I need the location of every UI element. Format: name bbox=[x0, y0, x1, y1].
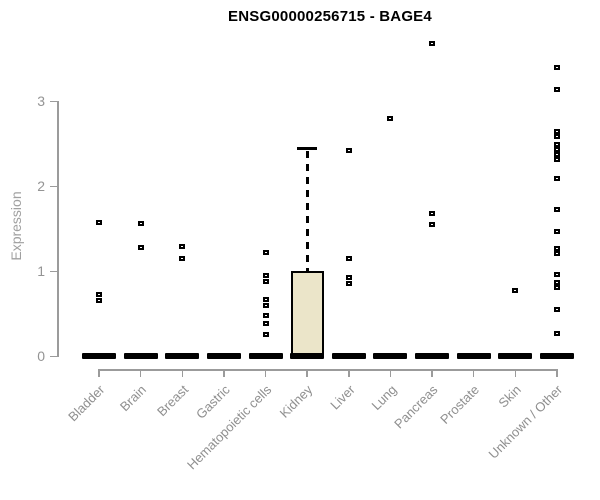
data-point bbox=[137, 244, 144, 250]
data-point bbox=[554, 229, 560, 235]
data-point bbox=[554, 141, 560, 147]
data-point bbox=[554, 279, 560, 285]
median-bar bbox=[290, 353, 325, 359]
median-bar bbox=[206, 353, 241, 359]
data-point bbox=[262, 312, 269, 318]
data-point bbox=[262, 249, 269, 255]
median-bar bbox=[456, 353, 491, 359]
data-point bbox=[262, 321, 269, 327]
data-point bbox=[554, 250, 560, 256]
boxplot-box bbox=[290, 271, 324, 356]
data-point bbox=[554, 271, 560, 277]
data-point bbox=[262, 302, 269, 308]
data-point bbox=[262, 297, 269, 303]
data-point bbox=[345, 147, 352, 153]
median-bar bbox=[248, 353, 283, 359]
whisker-line bbox=[305, 150, 309, 271]
data-point bbox=[179, 255, 186, 261]
data-point bbox=[345, 255, 352, 261]
data-point bbox=[429, 210, 436, 216]
y-axis-tick bbox=[50, 270, 57, 272]
x-axis-tick bbox=[264, 369, 267, 377]
x-tick-label: Lung bbox=[368, 382, 400, 414]
data-point bbox=[554, 284, 560, 290]
x-axis-tick bbox=[306, 369, 308, 377]
x-axis-tick bbox=[389, 369, 392, 377]
y-tick-label: 1 bbox=[37, 263, 45, 279]
data-point bbox=[554, 152, 560, 158]
x-axis-tick bbox=[98, 369, 100, 377]
data-point bbox=[554, 306, 560, 312]
y-axis-tick bbox=[50, 355, 57, 357]
x-axis-tick bbox=[181, 369, 184, 377]
median-bar bbox=[540, 353, 574, 359]
x-tick-label: Breast bbox=[153, 382, 191, 420]
data-point bbox=[554, 245, 560, 251]
data-point bbox=[179, 243, 186, 249]
data-point bbox=[262, 272, 269, 278]
data-point bbox=[96, 220, 102, 226]
y-tick-label: 2 bbox=[37, 178, 45, 194]
data-point bbox=[345, 275, 352, 281]
data-point bbox=[262, 332, 269, 338]
data-point bbox=[554, 175, 560, 181]
x-axis-tick bbox=[472, 369, 475, 377]
x-tick-label: Pancreas bbox=[391, 382, 441, 432]
data-point bbox=[554, 129, 560, 135]
x-tick-label: Liver bbox=[326, 382, 358, 413]
x-axis-tick bbox=[514, 369, 517, 377]
data-point bbox=[137, 220, 144, 226]
x-tick-label: Skin bbox=[495, 382, 524, 411]
x-tick-label: Prostate bbox=[437, 382, 483, 427]
median-bar bbox=[373, 353, 408, 359]
x-tick-label: Gastric bbox=[192, 382, 233, 422]
data-point bbox=[554, 64, 560, 70]
x-tick-label: Unknown / Other bbox=[486, 382, 566, 462]
data-point bbox=[554, 330, 560, 336]
x-axis-tick bbox=[556, 369, 558, 377]
data-point bbox=[512, 288, 519, 294]
x-axis-tick bbox=[431, 369, 433, 377]
y-axis-tick bbox=[50, 100, 57, 102]
x-tick-label: Bladder bbox=[65, 382, 108, 425]
median-bar bbox=[415, 353, 450, 359]
x-tick-label: Kidney bbox=[277, 382, 316, 421]
data-point bbox=[429, 221, 436, 227]
y-axis-tick bbox=[50, 185, 57, 187]
data-point bbox=[554, 134, 560, 140]
median-bar bbox=[82, 353, 116, 359]
data-point bbox=[96, 292, 102, 298]
median-bar bbox=[123, 353, 158, 359]
median-bar bbox=[498, 353, 533, 359]
data-point bbox=[554, 146, 560, 152]
data-point bbox=[554, 86, 560, 92]
x-axis-tick bbox=[139, 369, 142, 377]
median-bar bbox=[165, 353, 200, 359]
data-point bbox=[387, 115, 394, 121]
x-axis-tick bbox=[223, 369, 225, 377]
y-tick-label: 0 bbox=[37, 348, 45, 364]
data-point bbox=[429, 40, 436, 46]
data-point bbox=[554, 207, 560, 213]
chart-title: ENSG00000256715 - BAGE4 bbox=[228, 8, 432, 25]
data-point bbox=[262, 278, 269, 284]
data-point bbox=[345, 281, 352, 287]
median-bar bbox=[331, 353, 366, 359]
x-tick-label: Brain bbox=[117, 382, 150, 415]
x-axis-tick bbox=[348, 369, 350, 377]
y-tick-label: 3 bbox=[37, 93, 45, 109]
x-axis-line bbox=[99, 369, 558, 371]
data-point bbox=[96, 298, 102, 304]
data-point bbox=[554, 157, 560, 163]
y-axis-line bbox=[57, 101, 59, 357]
whisker-cap bbox=[297, 146, 318, 150]
